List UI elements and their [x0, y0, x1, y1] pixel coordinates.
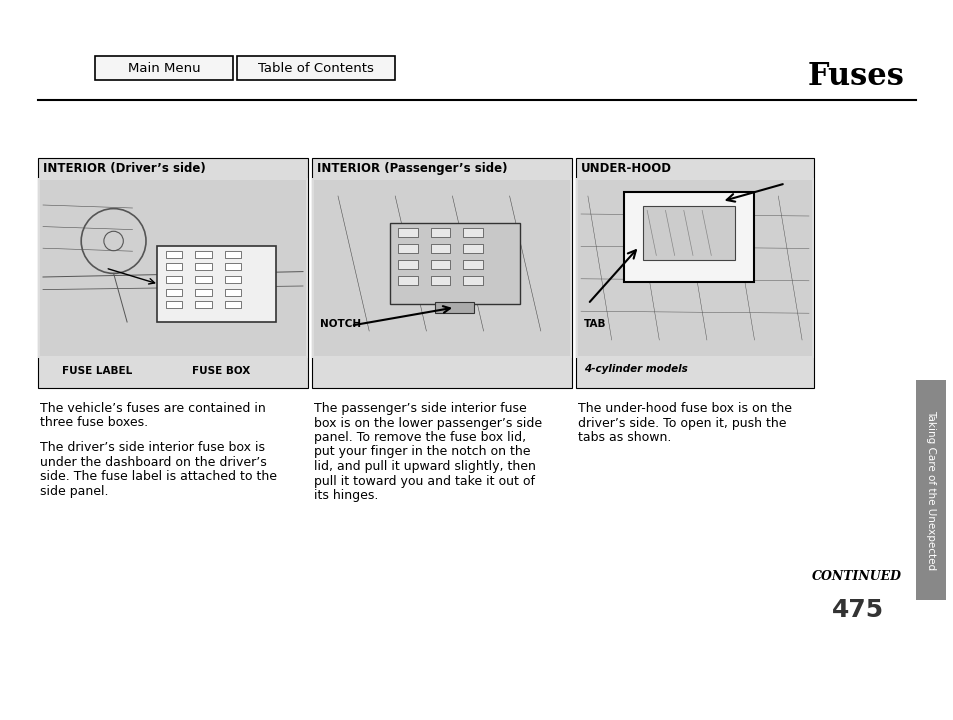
Text: lid, and pull it upward slightly, then: lid, and pull it upward slightly, then	[314, 460, 536, 473]
Text: 475: 475	[831, 598, 883, 622]
Text: FUSE BOX: FUSE BOX	[193, 366, 251, 376]
Text: Main Menu: Main Menu	[128, 63, 200, 76]
Bar	[195, 289, 212, 295]
Bar	[195, 251, 212, 258]
Bar	[38, 178, 308, 358]
Bar	[462, 260, 482, 269]
Bar	[225, 276, 241, 283]
Bar	[195, 264, 212, 270]
Bar	[397, 276, 417, 285]
Text: side. The fuse label is attached to the: side. The fuse label is attached to the	[40, 470, 276, 483]
Bar	[40, 180, 306, 356]
Text: INTERIOR (Driver’s side): INTERIOR (Driver’s side)	[43, 162, 206, 175]
Text: Taking Care of the Unexpected: Taking Care of the Unexpected	[925, 410, 935, 570]
Bar	[166, 301, 182, 308]
Bar	[314, 180, 569, 356]
Bar	[462, 228, 482, 237]
Text: The vehicle’s fuses are contained in: The vehicle’s fuses are contained in	[40, 402, 266, 415]
Text: three fuse boxes.: three fuse boxes.	[40, 416, 148, 430]
Bar	[397, 228, 417, 237]
Bar	[576, 158, 813, 388]
Bar	[236, 56, 395, 80]
Bar	[225, 251, 241, 258]
Text: NOTCH: NOTCH	[319, 318, 361, 328]
Bar	[312, 178, 572, 358]
Bar	[430, 276, 450, 285]
Bar	[430, 228, 450, 237]
Bar	[195, 276, 212, 283]
Text: Fuses: Fuses	[807, 61, 904, 92]
Bar	[578, 180, 811, 356]
Text: side panel.: side panel.	[40, 485, 109, 498]
Bar	[462, 244, 482, 253]
Text: INTERIOR (Passenger’s side): INTERIOR (Passenger’s side)	[316, 162, 507, 175]
Text: TAB: TAB	[583, 318, 606, 328]
Text: tabs as shown.: tabs as shown.	[578, 431, 671, 444]
Text: 4-cylinder models: 4-cylinder models	[583, 364, 687, 374]
Bar	[225, 301, 241, 308]
Bar	[430, 260, 450, 269]
Text: driver’s side. To open it, push the: driver’s side. To open it, push the	[578, 416, 785, 430]
Bar	[166, 289, 182, 295]
Bar	[397, 244, 417, 253]
Text: panel. To remove the fuse box lid,: panel. To remove the fuse box lid,	[314, 431, 525, 444]
Bar	[156, 246, 275, 322]
Bar	[390, 223, 519, 304]
Text: FUSE LABEL: FUSE LABEL	[62, 366, 132, 376]
Bar	[430, 244, 450, 253]
Bar	[435, 302, 474, 312]
Bar	[166, 264, 182, 270]
Text: box is on the lower passenger’s side: box is on the lower passenger’s side	[314, 416, 541, 430]
Bar	[166, 251, 182, 258]
Bar	[915, 380, 945, 600]
Bar	[312, 158, 572, 388]
Bar	[397, 260, 417, 269]
Bar	[38, 158, 308, 388]
Text: The driver’s side interior fuse box is: The driver’s side interior fuse box is	[40, 441, 265, 454]
Bar	[462, 276, 482, 285]
Bar	[195, 301, 212, 308]
Bar	[225, 289, 241, 295]
Text: under the dashboard on the driver’s: under the dashboard on the driver’s	[40, 456, 267, 469]
Text: UNDER-HOOD: UNDER-HOOD	[580, 162, 671, 175]
Bar	[623, 192, 754, 282]
Text: put your finger in the notch on the: put your finger in the notch on the	[314, 446, 530, 459]
Bar	[225, 264, 241, 270]
Bar	[95, 56, 233, 80]
Text: The under-hood fuse box is on the: The under-hood fuse box is on the	[578, 402, 791, 415]
Bar	[642, 206, 734, 260]
Bar	[166, 276, 182, 283]
Text: CONTINUED: CONTINUED	[811, 570, 901, 583]
Text: pull it toward you and take it out of: pull it toward you and take it out of	[314, 474, 535, 487]
Text: its hinges.: its hinges.	[314, 489, 378, 502]
Bar	[576, 178, 813, 358]
Text: The passenger’s side interior fuse: The passenger’s side interior fuse	[314, 402, 526, 415]
Text: Table of Contents: Table of Contents	[258, 63, 374, 76]
